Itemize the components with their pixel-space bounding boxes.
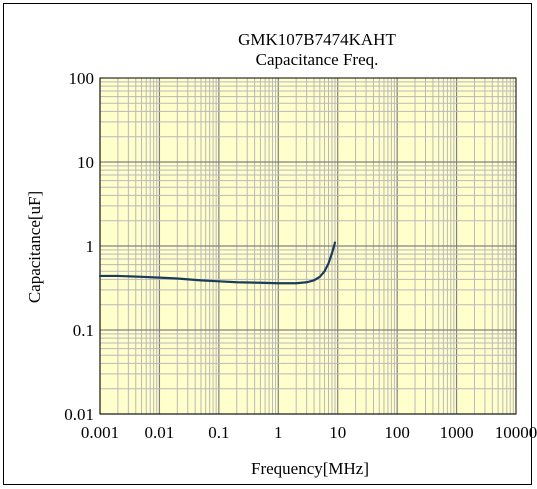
x-tick-label: 100 xyxy=(384,423,410,442)
x-axis-ticks: 0.001 0.01 0.1 1 10 100 1000 10000 xyxy=(81,423,537,442)
y-axis-label: Capacitance[uF] xyxy=(25,191,44,303)
x-tick-label: 1 xyxy=(274,423,283,442)
y-tick-label: 10 xyxy=(77,153,94,172)
capacitance-series-line xyxy=(98,241,337,285)
chart-subtitle: Capacitance Freq. xyxy=(256,50,379,69)
y-tick-label: 0.1 xyxy=(73,321,94,340)
x-tick-label: 10 xyxy=(329,423,346,442)
x-tick-label: 0.01 xyxy=(145,423,175,442)
x-tick-label: 0.1 xyxy=(208,423,229,442)
y-axis-ticks: 100 10 1 0.1 0.01 xyxy=(64,69,94,424)
y-tick-label: 1 xyxy=(86,237,95,256)
x-tick-label: 0.001 xyxy=(81,423,119,442)
x-tick-label: 10000 xyxy=(495,423,537,442)
y-tick-label: 100 xyxy=(69,69,95,88)
y-tick-label: 0.01 xyxy=(64,405,94,424)
x-tick-label: 1000 xyxy=(440,423,474,442)
x-axis-label: Frequency[MHz] xyxy=(251,459,369,478)
plot-border xyxy=(99,77,517,415)
chart-title: GMK107B7474KAHT xyxy=(238,30,396,49)
grid-lines xyxy=(99,78,516,415)
